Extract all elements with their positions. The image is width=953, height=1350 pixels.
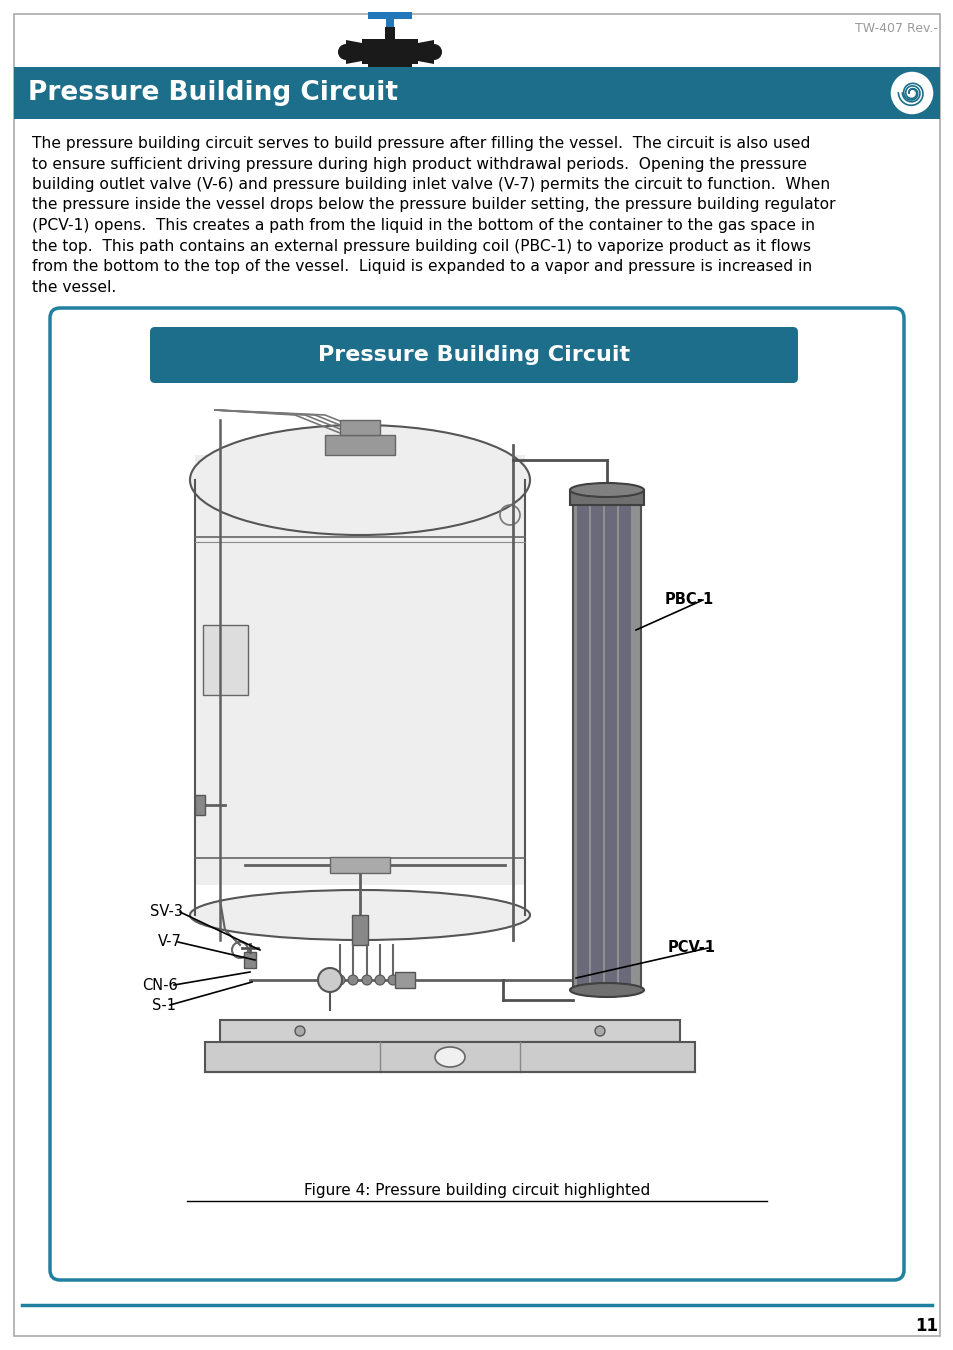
- FancyBboxPatch shape: [150, 327, 797, 383]
- Bar: [14, 68, 939, 119]
- Bar: [205, 1042, 695, 1072]
- Polygon shape: [417, 40, 434, 63]
- Text: the pressure inside the vessel drops below the pressure builder setting, the pre: the pressure inside the vessel drops bel…: [32, 197, 835, 212]
- Bar: [590, 500, 602, 990]
- Ellipse shape: [569, 983, 643, 998]
- Bar: [385, 27, 395, 39]
- Text: Pressure Building Circuit: Pressure Building Circuit: [317, 346, 629, 365]
- Circle shape: [375, 975, 385, 985]
- Bar: [330, 857, 390, 873]
- FancyBboxPatch shape: [50, 308, 903, 1280]
- Bar: [361, 39, 417, 63]
- Bar: [194, 455, 524, 886]
- Text: Pressure Building Circuit: Pressure Building Circuit: [28, 80, 397, 107]
- Circle shape: [361, 975, 372, 985]
- Polygon shape: [346, 40, 361, 63]
- Text: PBC-1: PBC-1: [664, 593, 714, 608]
- Text: PCV-1: PCV-1: [667, 941, 716, 956]
- Circle shape: [348, 975, 357, 985]
- Bar: [244, 952, 255, 968]
- Text: building outlet valve (V-6) and pressure building inlet valve (V-7) permits the : building outlet valve (V-6) and pressure…: [32, 177, 829, 192]
- Text: Figure 4: Pressure building circuit highlighted: Figure 4: Pressure building circuit high…: [304, 1183, 649, 1197]
- Text: to ensure sufficient driving pressure during high product withdrawal periods.  O: to ensure sufficient driving pressure du…: [32, 157, 806, 171]
- Bar: [395, 972, 415, 988]
- Text: S-1: S-1: [152, 998, 175, 1012]
- Bar: [339, 420, 379, 435]
- Bar: [194, 795, 205, 815]
- Bar: [604, 500, 617, 990]
- Circle shape: [337, 45, 354, 59]
- Bar: [577, 500, 588, 990]
- Bar: [368, 12, 412, 19]
- Text: CN-6: CN-6: [142, 977, 177, 992]
- Bar: [352, 915, 368, 945]
- Text: 11: 11: [914, 1318, 937, 1335]
- Circle shape: [888, 70, 934, 116]
- Text: The pressure building circuit serves to build pressure after filling the vessel.: The pressure building circuit serves to …: [32, 136, 809, 151]
- Text: V-7: V-7: [158, 934, 182, 949]
- Text: SV-3: SV-3: [150, 904, 183, 919]
- Text: the top.  This path contains an external pressure building coil (PBC-1) to vapor: the top. This path contains an external …: [32, 239, 810, 254]
- Bar: [325, 435, 395, 455]
- Bar: [203, 625, 248, 695]
- Text: from the bottom to the top of the vessel.  Liquid is expanded to a vapor and pre: from the bottom to the top of the vessel…: [32, 259, 811, 274]
- Text: (PCV-1) opens.  This creates a path from the liquid in the bottom of the contain: (PCV-1) opens. This creates a path from …: [32, 217, 814, 234]
- Text: the vessel.: the vessel.: [32, 279, 116, 294]
- Ellipse shape: [569, 483, 643, 497]
- Ellipse shape: [190, 425, 530, 535]
- Bar: [569, 490, 643, 505]
- Ellipse shape: [190, 890, 530, 940]
- Circle shape: [426, 45, 441, 59]
- Circle shape: [317, 968, 341, 992]
- Circle shape: [335, 975, 345, 985]
- Bar: [618, 500, 630, 990]
- Ellipse shape: [435, 1048, 464, 1067]
- Bar: [368, 63, 412, 80]
- Circle shape: [388, 975, 397, 985]
- Circle shape: [294, 1026, 305, 1035]
- Text: TW-407 Rev.-: TW-407 Rev.-: [854, 22, 937, 35]
- Circle shape: [595, 1026, 604, 1035]
- Bar: [386, 19, 394, 27]
- Bar: [220, 1021, 679, 1042]
- Bar: [573, 500, 640, 990]
